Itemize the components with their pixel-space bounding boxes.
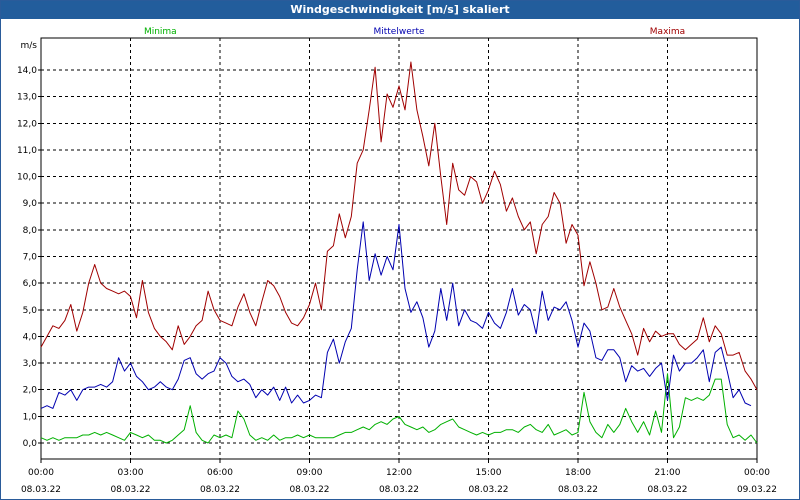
y-tick-label: 1,0 [23, 412, 38, 422]
x-tick-date: 08.03.22 [558, 485, 598, 495]
y-tick-label: 2,0 [23, 386, 38, 396]
y-tick-label: 0,0 [23, 439, 38, 449]
y-axis-label: m/s [21, 41, 38, 51]
plot-area-border [40, 37, 758, 460]
x-tick-labels: 00:00 08.03.22 03:00 08.03.22 06:00 08.03.22 0… [21, 468, 777, 495]
x-tick-date: 08.03.22 [110, 485, 150, 495]
y-tick-label: 7,0 [23, 252, 38, 262]
y-tick-label: 9,0 [23, 199, 38, 209]
x-tick-time: 03:00 [118, 468, 144, 478]
y-tick-label: 11,0 [17, 146, 37, 156]
x-tick-date: 08.03.22 [379, 485, 419, 495]
x-tick-date: 08.03.22 [647, 485, 687, 495]
x-tick-time: 12:00 [386, 468, 412, 478]
y-tick-labels: 0,0 1,0 2,0 3,0 4,0 5,0 6,0 7,0 8,0 9,0 10,0 11,0 12… [17, 41, 37, 449]
x-tick-time: 00:00 [28, 468, 54, 478]
grid [41, 38, 757, 459]
series-line-mittelwerte [40, 221, 752, 409]
axes [38, 37, 758, 463]
y-tick-label: 3,0 [23, 359, 38, 369]
y-tick-label: 12,0 [17, 119, 37, 129]
x-tick-date: 08.03.22 [200, 485, 240, 495]
legend-entry-mittelwerte: Mittelwerte [373, 27, 424, 37]
x-tick-date: 08.03.22 [468, 485, 508, 495]
chart-title: Windgeschwindigkeit [m/s] skaliert [1, 1, 799, 19]
y-tick-label: 6,0 [23, 279, 38, 289]
y-tick-label: 8,0 [23, 226, 38, 236]
series-line-maxima [40, 61, 758, 390]
y-tick-label: 14,0 [17, 66, 37, 76]
series-line-minima [40, 373, 758, 444]
y-tick-label: 4,0 [23, 332, 38, 342]
y-tick-label: 5,0 [23, 306, 38, 316]
x-tick-time: 00:00 [744, 468, 770, 478]
y-tick-label: 13,0 [17, 93, 37, 103]
series-lines [40, 61, 758, 444]
x-tick-date: 08.03.22 [289, 485, 329, 495]
legend-entry-maxima: Maxima [650, 27, 685, 37]
y-tick-label: 10,0 [17, 173, 37, 183]
x-tick-date: 09.03.22 [737, 485, 777, 495]
x-tick-time: 18:00 [565, 468, 591, 478]
x-tick-time: 09:00 [297, 468, 323, 478]
x-tick-time: 15:00 [476, 468, 502, 478]
legend: Minima Mittelwerte Maxima [144, 27, 685, 37]
x-tick-date: 08.03.22 [21, 485, 61, 495]
x-tick-time: 06:00 [207, 468, 233, 478]
x-tick-time: 21:00 [655, 468, 681, 478]
legend-entry-minima: Minima [144, 27, 177, 37]
